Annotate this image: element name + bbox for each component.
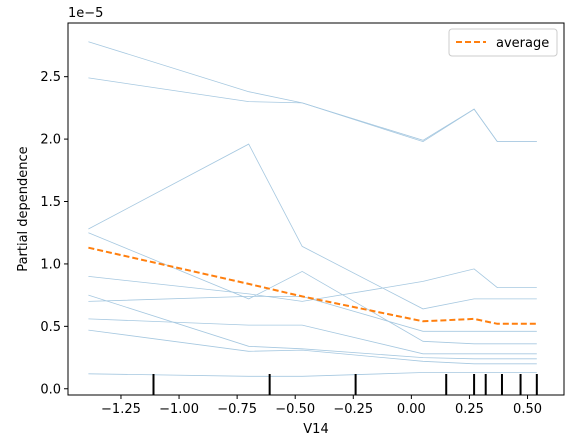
ice-curve-7 xyxy=(88,295,537,332)
ice-curve-9 xyxy=(88,329,537,365)
ice-curve-6 xyxy=(88,294,537,360)
plot-area xyxy=(88,41,538,395)
legend-label-average: average xyxy=(496,36,549,51)
y-tick-label: 1.5 xyxy=(40,195,61,210)
y-tick-label: 0.5 xyxy=(40,320,61,335)
ice-curve-3 xyxy=(88,143,537,310)
x-tick-label: −0.25 xyxy=(333,402,373,417)
series-line-average xyxy=(88,246,537,325)
ice-curve-5 xyxy=(88,268,537,302)
ice-curve-10 xyxy=(88,372,537,377)
x-tick-label: −0.50 xyxy=(275,402,315,417)
y-tick-label: 2.0 xyxy=(40,133,61,148)
x-tick-label: 0.25 xyxy=(455,402,484,417)
x-tick-label: −0.75 xyxy=(217,402,257,417)
ice-curve-2 xyxy=(88,77,537,143)
x-tick-label: −1.25 xyxy=(101,402,141,417)
y-tick-label: 1.0 xyxy=(40,257,61,272)
legend-box xyxy=(448,28,558,57)
x-axis-label: V14 xyxy=(303,422,328,437)
ice-curve-4 xyxy=(88,232,537,345)
axis-ticks: −1.25 −1.00 −0.75 −0.50 −0.25 0.00 0.25 0.50 0.0… xyxy=(40,70,542,417)
x-tick-label: 0.00 xyxy=(397,402,426,417)
y-axis-label: Partial dependence xyxy=(16,146,31,271)
y-tick-label: 0.0 xyxy=(40,382,61,397)
axes-frame xyxy=(67,22,565,396)
x-tick-label: 0.50 xyxy=(513,402,542,417)
ice-curve-8 xyxy=(88,318,537,355)
x-tick-label: −1.00 xyxy=(159,402,199,417)
y-offset-label: 1e−5 xyxy=(68,6,103,21)
y-tick-label: 2.5 xyxy=(40,70,61,85)
legend: average xyxy=(448,28,558,57)
